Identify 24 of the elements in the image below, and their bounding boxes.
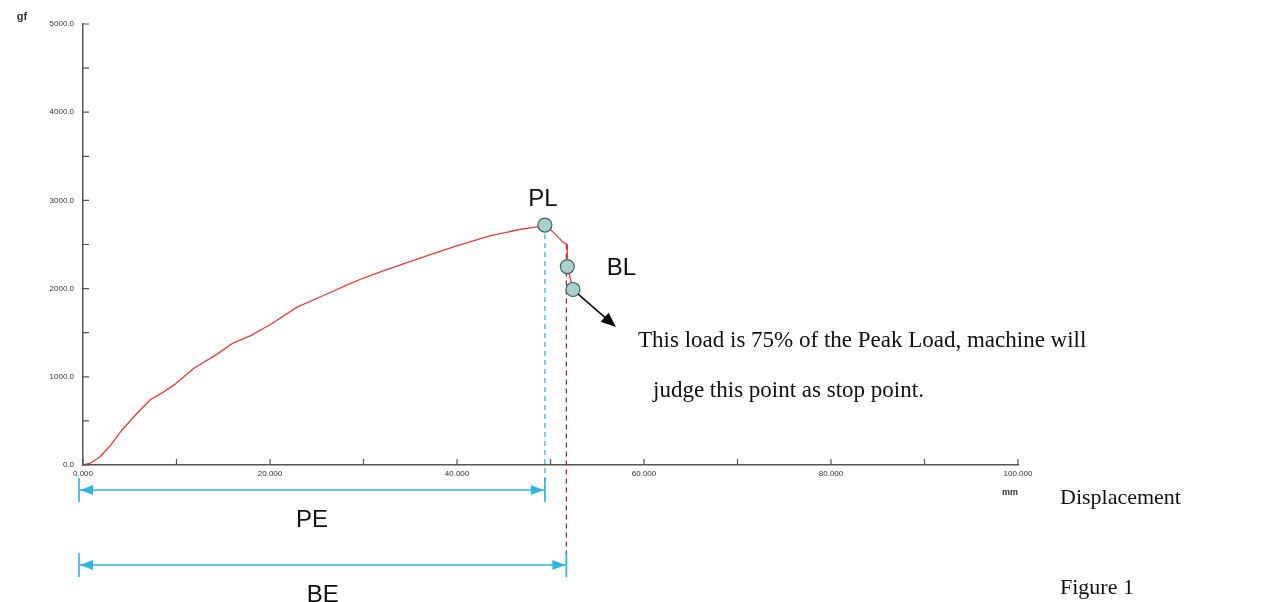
y-tick-label: 0.0 <box>62 460 75 470</box>
y-tick-label: 4000.0 <box>49 107 75 117</box>
point <box>565 281 581 298</box>
x-tick-label: 60.000 <box>631 469 657 478</box>
text: PE <box>295 504 328 532</box>
y-axis-title: gf <box>16 10 28 23</box>
annotation: PL <box>528 183 558 211</box>
y-tick-label: 5000.0 <box>49 19 75 29</box>
annotation: This load is 75% of the Peak Load, machine will judge this point as stop point. <box>638 326 1088 404</box>
y-tick-label: 3000.0 <box>49 195 75 205</box>
x-tick-label: 20.000 <box>257 469 283 478</box>
x-axis-title: mm <box>1001 487 1019 498</box>
point <box>537 217 553 233</box>
y-tick-label: 2000.0 <box>49 283 75 293</box>
point <box>559 258 575 275</box>
text: BE <box>306 579 339 602</box>
caption: Figure 1 <box>1060 573 1134 599</box>
x-tick-label: 80.000 <box>818 469 844 478</box>
x-tick-label: 40.000 <box>444 469 470 478</box>
annotation: BL <box>606 253 637 281</box>
x-tick-label: 0.000 <box>72 469 94 478</box>
text: Displacement <box>1060 483 1181 509</box>
x-tick-label: 100.000 <box>1003 469 1034 478</box>
y-tick-label: 1000.0 <box>49 372 75 381</box>
